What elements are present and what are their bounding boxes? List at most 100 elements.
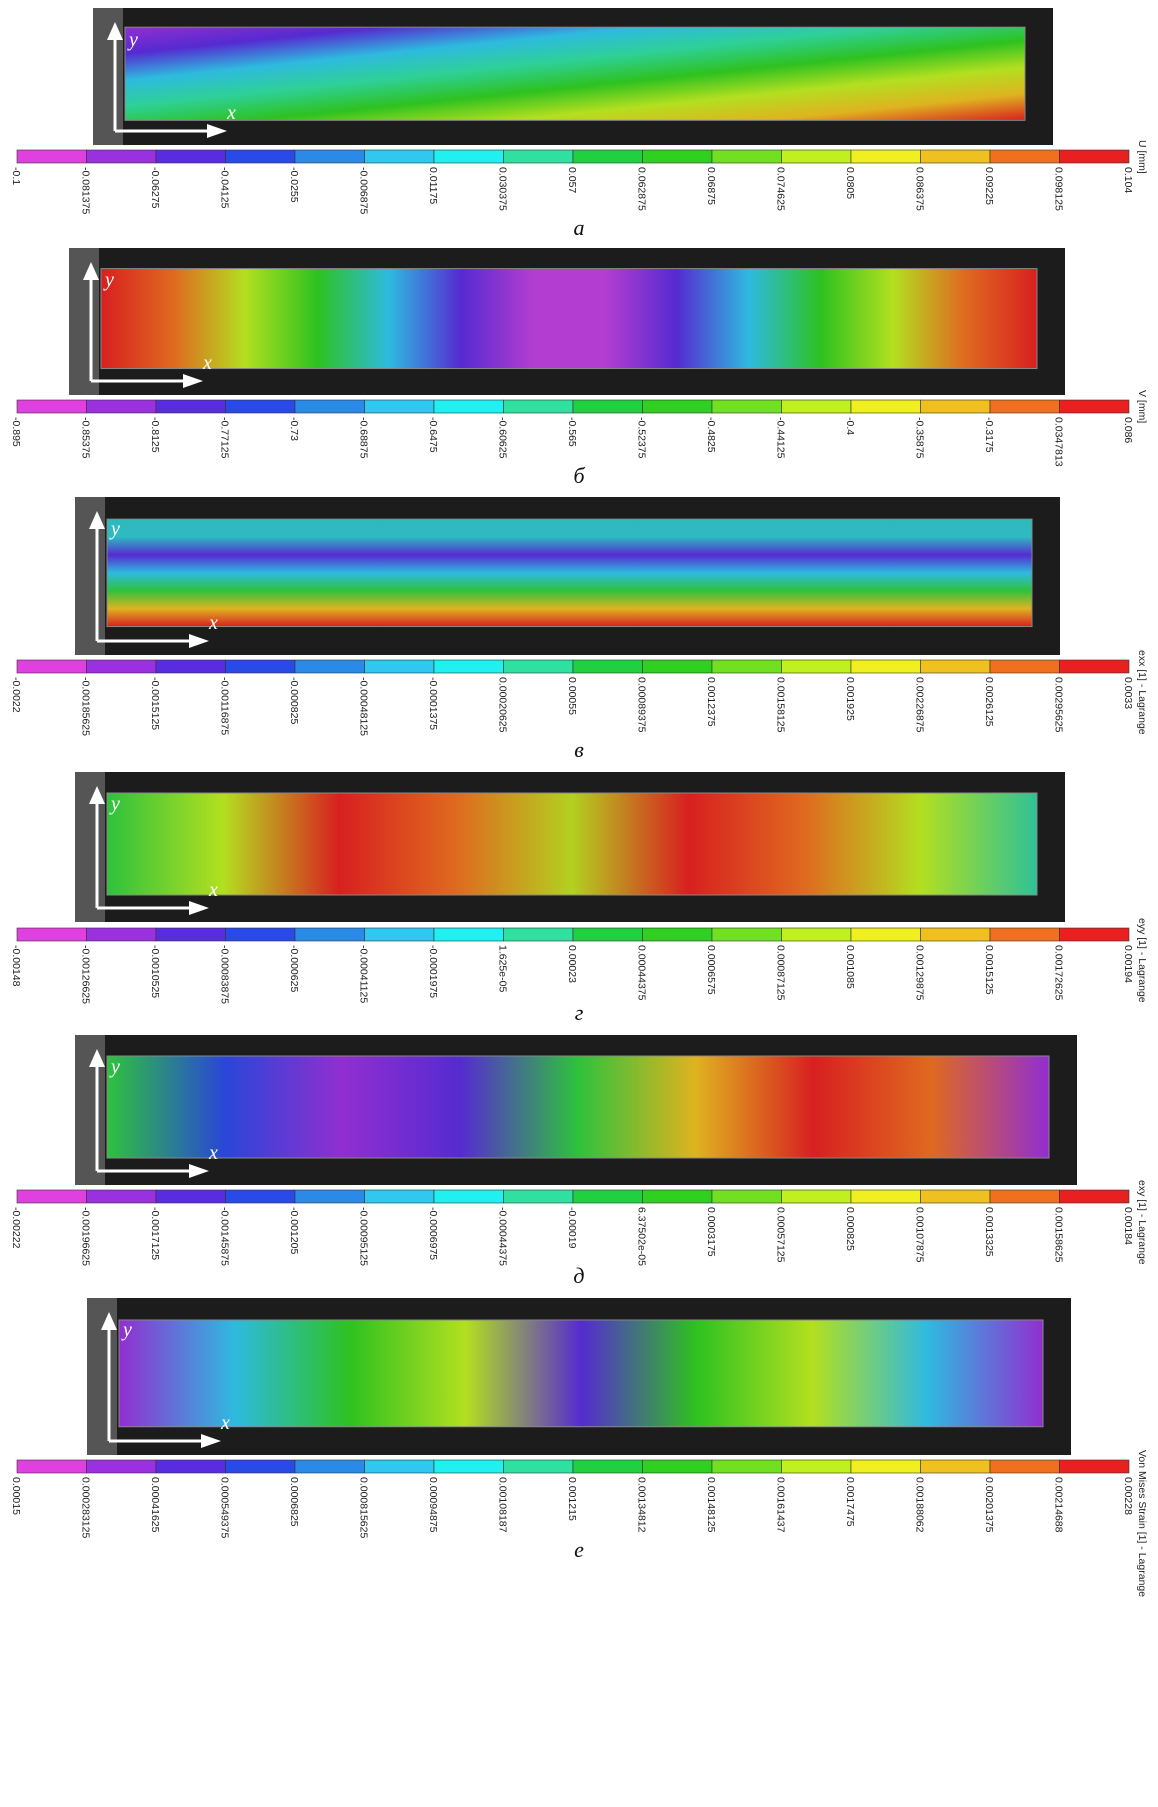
colorbar-tick-label: -0.0255 xyxy=(288,167,300,203)
colorbar-segment xyxy=(226,150,296,163)
colorbar-tick-label: 0.0006575 xyxy=(705,945,717,995)
colorbar-segment xyxy=(643,400,713,413)
colorbar-tick-label: 6.37502e-05 xyxy=(636,1207,648,1266)
colorbar-segment xyxy=(87,150,157,163)
colorbar-tick-label: -0.00196625 xyxy=(80,1207,92,1266)
x-axis-label: x xyxy=(226,102,236,124)
colorbar-segment xyxy=(851,1190,921,1203)
colorbar-segment xyxy=(17,1460,87,1473)
colorbar-segment xyxy=(87,1190,157,1203)
colorbar-tick-label: 0.00041625 xyxy=(149,1477,161,1533)
colorbar-tick-label: -0.04125 xyxy=(219,167,231,209)
colorbar-tick-label: 0.057 xyxy=(566,167,578,193)
colorbar-tick-label: 1.625e-05 xyxy=(497,945,509,992)
colorbar-tick-label: 0.00158125 xyxy=(775,677,787,733)
colorbar-segment xyxy=(782,1190,852,1203)
colorbar-tick-label: -0.00185625 xyxy=(80,677,92,736)
colorbar-tick-label: 0.0003175 xyxy=(705,1207,717,1257)
colorbar-tick-label: 0.001925 xyxy=(844,677,856,721)
colorbar-tick-label: -0.0001375 xyxy=(427,677,439,730)
colorbar-tick-label: -0.565 xyxy=(566,417,578,447)
colorbar-segment xyxy=(990,1190,1060,1203)
colorbar-tick-label: 0.00172625 xyxy=(1053,945,1065,1001)
colorbar-tick-label: -0.8125 xyxy=(149,417,161,453)
colorbar-segment xyxy=(782,400,852,413)
specimen-field xyxy=(119,1320,1043,1427)
colorbar-tick-label: -0.6475 xyxy=(427,417,439,453)
colorbar-tick-label: 0.00015 xyxy=(10,1477,22,1515)
colorbar-segment xyxy=(573,660,643,673)
colorbar-tick-label: -0.00116875 xyxy=(219,677,231,735)
colorbar-segment xyxy=(156,1460,226,1473)
colorbar-segment xyxy=(851,400,921,413)
colorbar-segment xyxy=(851,1460,921,1473)
colorbar-tick-label: 0.098125 xyxy=(1053,167,1065,211)
colorbar-segment xyxy=(17,928,87,941)
panel-caption: в xyxy=(574,737,584,762)
colorbar-tick-label: 0.0013325 xyxy=(983,1207,995,1257)
fixture xyxy=(93,8,123,145)
colorbar-tick-label: 0.0026125 xyxy=(983,677,995,727)
colorbar-tick-label: -0.0017125 xyxy=(149,1207,161,1260)
quantity-label: V [mm] xyxy=(1136,390,1148,423)
colorbar-tick-label: 0.00087125 xyxy=(775,945,787,1001)
colorbar-segment xyxy=(990,660,1060,673)
colorbar-segment xyxy=(504,1190,574,1203)
colorbar-segment xyxy=(504,660,574,673)
colorbar-segment xyxy=(990,400,1060,413)
panel-caption: д xyxy=(573,1263,584,1288)
colorbar-tick-label: 0.06875 xyxy=(705,167,717,205)
y-axis-label: y xyxy=(121,1319,132,1341)
colorbar-tick-label: -0.0006975 xyxy=(427,1207,439,1260)
figure: yx-0.1-0.081375-0.06275-0.04125-0.0255-0… xyxy=(0,0,1158,1807)
colorbar-segment xyxy=(504,1460,574,1473)
colorbar-segment xyxy=(504,150,574,163)
colorbar-tick-label: 0.00044375 xyxy=(636,945,648,1001)
colorbar-tick-label: 0.086 xyxy=(1122,417,1134,443)
colorbar-segment xyxy=(504,928,574,941)
colorbar-segment xyxy=(1060,150,1130,163)
colorbar-segment xyxy=(365,1460,435,1473)
colorbar-segment xyxy=(17,150,87,163)
colorbar-segment xyxy=(156,400,226,413)
colorbar-tick-label: -0.00019 xyxy=(566,1207,578,1249)
colorbar-tick-label: -0.00041125 xyxy=(358,945,370,1003)
colorbar-segment xyxy=(295,660,365,673)
colorbar-tick-label: 0.00226875 xyxy=(914,677,926,733)
colorbar-tick-label: -0.006875 xyxy=(358,167,370,214)
colorbar-tick-label: -0.00083875 xyxy=(219,945,231,1004)
colorbar-segment xyxy=(921,1460,991,1473)
quantity-label: eyy [1] - Lagrange xyxy=(1136,918,1148,1003)
colorbar-segment xyxy=(782,1460,852,1473)
colorbar-segment xyxy=(434,1460,504,1473)
colorbar-tick-label: 0.0006825 xyxy=(288,1477,300,1527)
colorbar-segment xyxy=(17,400,87,413)
colorbar-segment xyxy=(87,400,157,413)
colorbar-tick-label: 0.00057125 xyxy=(775,1207,787,1263)
x-axis-label: x xyxy=(208,612,218,634)
specimen-field xyxy=(107,1056,1049,1158)
specimen-field xyxy=(101,269,1037,369)
colorbar-segment xyxy=(17,1190,87,1203)
x-axis-label: x xyxy=(202,352,212,374)
colorbar-tick-label: 0.104 xyxy=(1122,167,1134,193)
colorbar-tick-label: 0.00023 xyxy=(566,945,578,983)
colorbar-tick-label: -0.68875 xyxy=(358,417,370,459)
colorbar-segment xyxy=(226,1190,296,1203)
colorbar-segment xyxy=(643,1190,713,1203)
colorbar-tick-label: 0.030375 xyxy=(497,167,509,211)
colorbar-segment xyxy=(921,660,991,673)
colorbar-segment xyxy=(1060,1460,1130,1473)
colorbar-segment xyxy=(17,660,87,673)
colorbar-tick-label: 0.000549375 xyxy=(219,1477,231,1538)
colorbar-tick-label: 0.0805 xyxy=(844,167,856,199)
colorbar-segment xyxy=(990,1460,1060,1473)
colorbar-tick-label: -0.73 xyxy=(288,417,300,441)
colorbar-tick-label: 0.00129875 xyxy=(914,945,926,1001)
colorbar-segment xyxy=(295,1460,365,1473)
colorbar-tick-label: 0.000825 xyxy=(844,1207,856,1251)
colorbar-tick-label: -0.00095125 xyxy=(358,1207,370,1266)
colorbar-tick-label: 0.00055 xyxy=(566,677,578,715)
colorbar-segment xyxy=(156,660,226,673)
